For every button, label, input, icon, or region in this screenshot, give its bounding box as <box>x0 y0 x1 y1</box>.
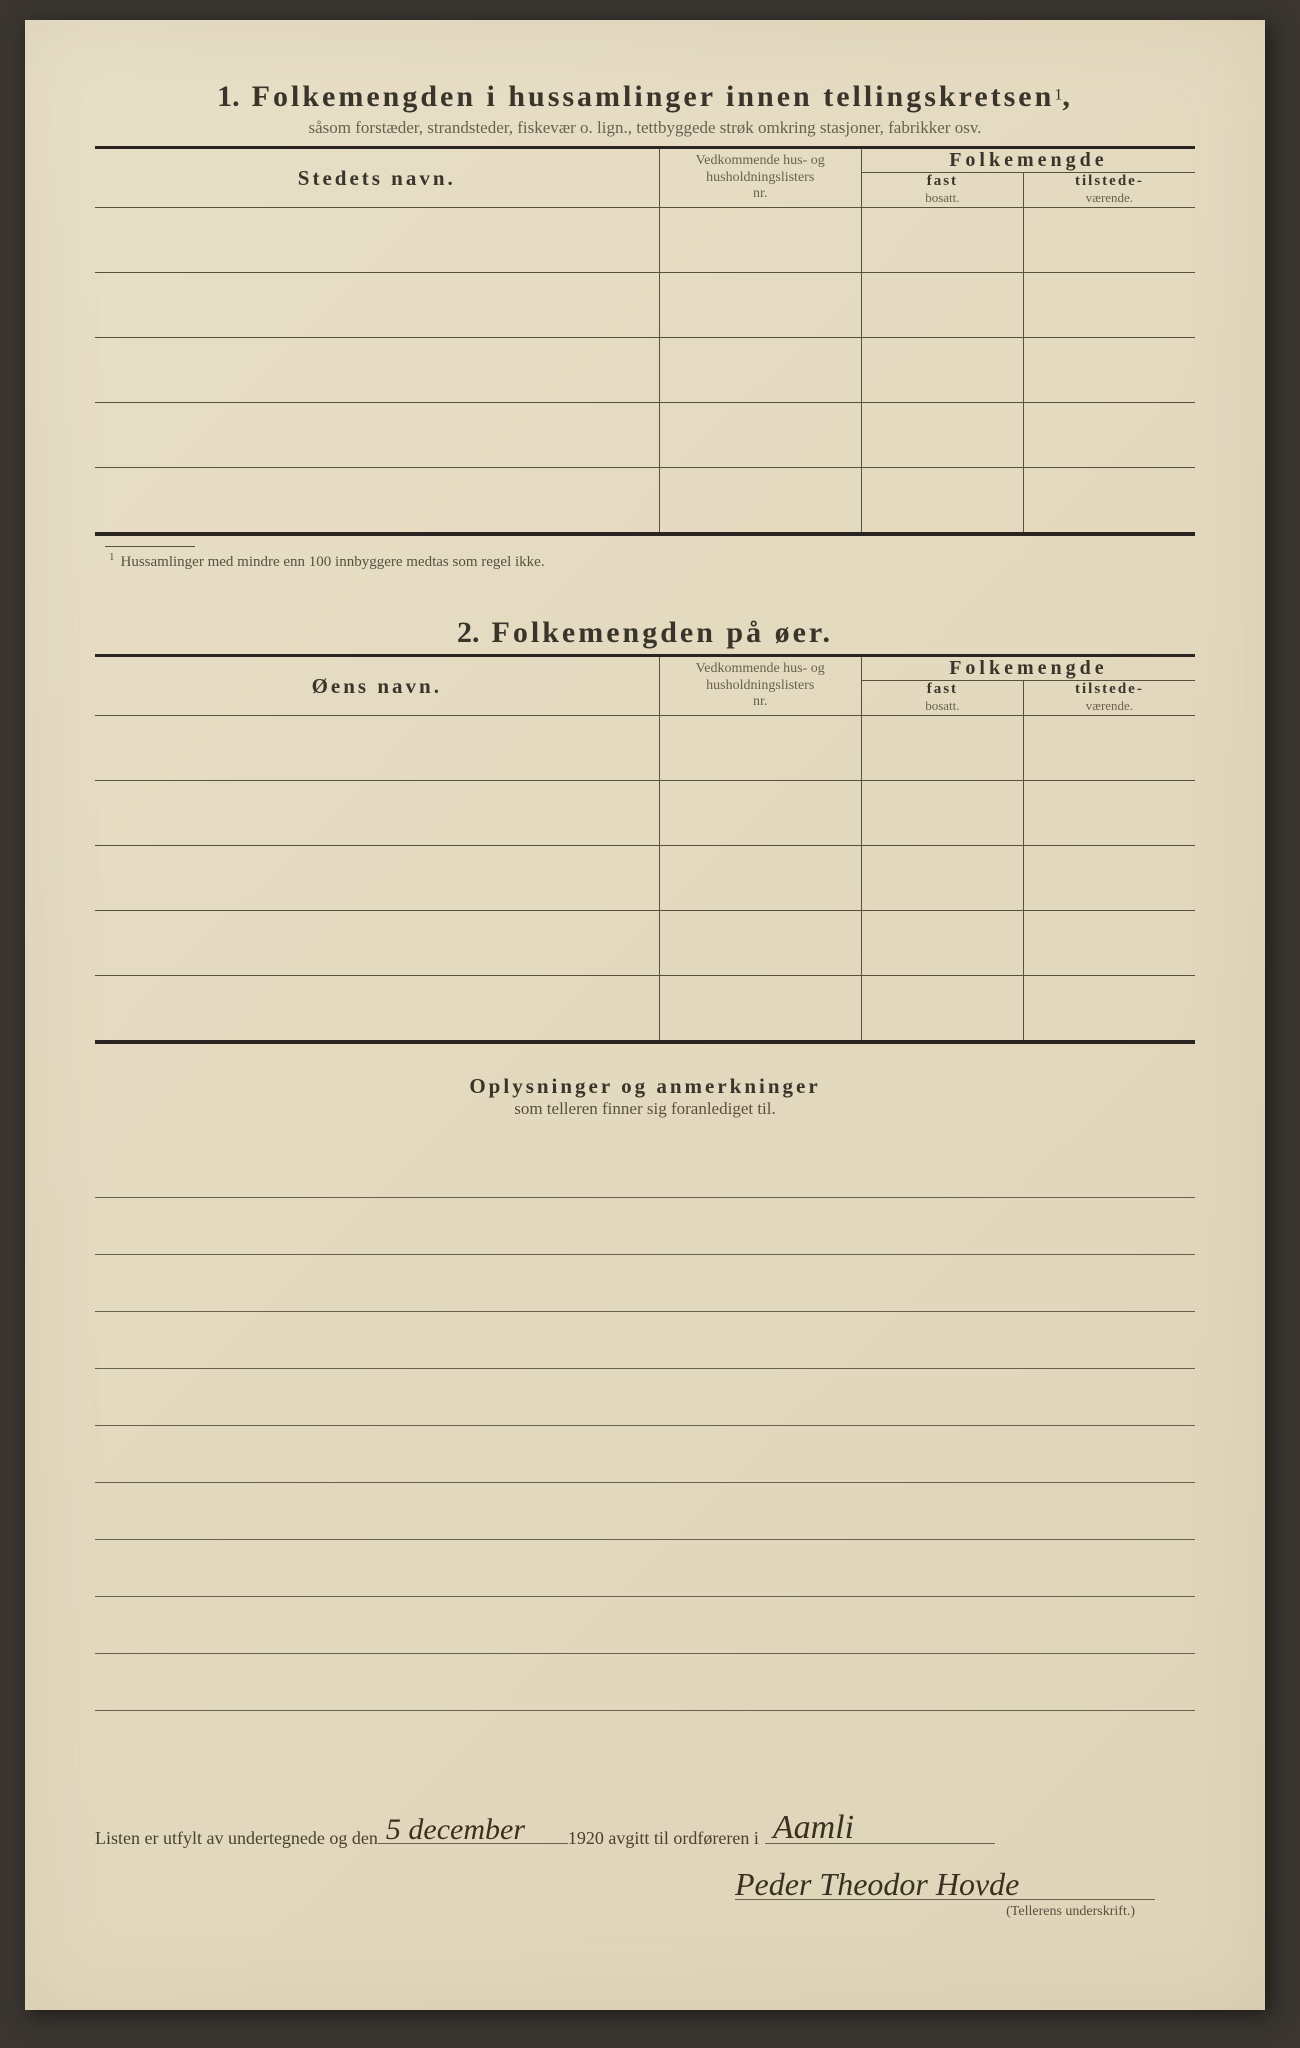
col-header-folk: Folkemengde <box>861 657 1195 681</box>
table-cell <box>659 781 861 846</box>
ruled-line <box>95 1654 1195 1711</box>
table-cell <box>861 976 1023 1043</box>
col-header-til: tilstede- værende. <box>1023 681 1195 716</box>
table-row <box>95 208 659 273</box>
section1-table: Stedets navn. Vedkommende hus- og hushol… <box>95 149 1195 536</box>
col-header-hus: Vedkommende hus- og husholdningslisters … <box>659 149 861 208</box>
table-cell <box>659 208 861 273</box>
col-header-name: Øens navn. <box>95 657 659 716</box>
table-cell <box>1023 273 1195 338</box>
table-row <box>95 716 659 781</box>
table-cell <box>861 468 1023 535</box>
section1-title: 1. Folkemengden i hussamlinger innen tel… <box>95 80 1195 114</box>
section1-subtitle: såsom forstæder, strandsteder, fiskevær … <box>95 118 1195 138</box>
section2-title-text: Folkemengden på øer. <box>492 616 833 649</box>
ruled-line <box>95 1426 1195 1483</box>
col-header-name: Stedets navn. <box>95 149 659 208</box>
col-header-folk: Folkemengde <box>861 149 1195 173</box>
section2-number: 2. <box>457 616 480 649</box>
table-cell <box>861 716 1023 781</box>
table-cell <box>1023 208 1195 273</box>
notes-lines <box>95 1141 1195 1711</box>
table-cell <box>659 338 861 403</box>
signature-name-line: Peder Theodor Hovde <box>735 1867 1155 1900</box>
section1-number: 1. <box>217 80 240 113</box>
table-cell <box>861 846 1023 911</box>
table-cell <box>1023 403 1195 468</box>
table-cell <box>861 273 1023 338</box>
table-cell <box>1023 468 1195 535</box>
section2-table: Øens navn. Vedkommende hus- og husholdni… <box>95 657 1195 1044</box>
table-cell <box>659 911 861 976</box>
ruled-line <box>95 1597 1195 1654</box>
ruled-line <box>95 1483 1195 1540</box>
table-row <box>95 781 659 846</box>
table-row <box>95 468 659 535</box>
table-cell <box>1023 911 1195 976</box>
place-fill: Aamli <box>765 1821 995 1844</box>
footnote-rule <box>105 546 195 547</box>
table-row <box>95 338 659 403</box>
census-form-page: 1. Folkemengden i hussamlinger innen tel… <box>25 20 1265 2010</box>
table-row <box>95 911 659 976</box>
table-cell <box>861 403 1023 468</box>
col-header-til: tilstede- værende. <box>1023 173 1195 208</box>
signature-line: Listen er utfylt av undertegnede og den … <box>95 1821 1195 1849</box>
table-cell <box>1023 781 1195 846</box>
date-handwritten: 5 december <box>386 1813 525 1847</box>
ruled-line <box>95 1369 1195 1426</box>
col-header-fast: fast bosatt. <box>861 681 1023 716</box>
section1-title-text: Folkemengden i hussamlinger innen tellin… <box>252 80 1055 113</box>
signature-handwritten: Peder Theodor Hovde <box>735 1866 1019 1903</box>
table-cell <box>659 716 861 781</box>
section3-subtitle: som telleren finner sig foranlediget til… <box>95 1099 1195 1119</box>
table-row <box>95 976 659 1043</box>
ruled-line <box>95 1198 1195 1255</box>
table-cell <box>659 976 861 1043</box>
table-row <box>95 846 659 911</box>
date-fill: 5 december <box>378 1821 568 1844</box>
table-cell <box>659 273 861 338</box>
table-cell <box>1023 716 1195 781</box>
signature-caption: (Tellerens underskrift.) <box>95 1904 1195 1920</box>
ruled-line <box>95 1141 1195 1198</box>
col-header-hus: Vedkommende hus- og husholdningslisters … <box>659 657 861 716</box>
table-cell <box>659 468 861 535</box>
table-row <box>95 273 659 338</box>
sig-year: 1920 <box>568 1828 604 1849</box>
col-header-fast: fast bosatt. <box>861 173 1023 208</box>
table-cell <box>861 338 1023 403</box>
place-handwritten: Aamli <box>773 1809 854 1847</box>
footnote: 1Hussamlinger med mindre enn 100 innbygg… <box>109 551 1195 571</box>
section2-title: 2. Folkemengden på øer. <box>95 616 1195 650</box>
table-cell <box>1023 338 1195 403</box>
table-cell <box>659 846 861 911</box>
ruled-line <box>95 1255 1195 1312</box>
sig-text-2: avgitt til ordføreren i <box>608 1828 758 1849</box>
table-cell <box>1023 846 1195 911</box>
sig-text-1: Listen er utfylt av undertegnede og den <box>95 1828 378 1849</box>
ruled-line <box>95 1312 1195 1369</box>
table-cell <box>861 208 1023 273</box>
table-cell <box>659 403 861 468</box>
table-cell <box>861 911 1023 976</box>
table-cell <box>861 781 1023 846</box>
section3-title: Oplysninger og anmerkninger <box>95 1074 1195 1099</box>
table-row <box>95 403 659 468</box>
table-cell <box>1023 976 1195 1043</box>
signature-block: Listen er utfylt av undertegnede og den … <box>95 1821 1195 1920</box>
ruled-line <box>95 1540 1195 1597</box>
